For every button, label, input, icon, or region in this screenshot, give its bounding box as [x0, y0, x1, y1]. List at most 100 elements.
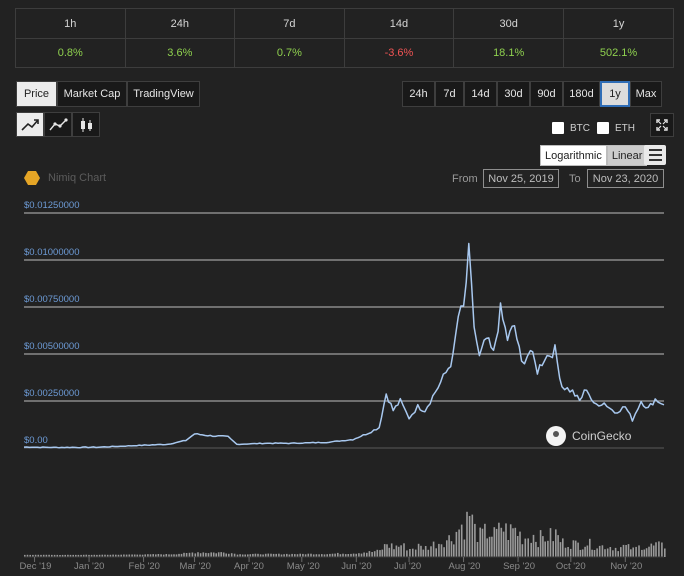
range-24h[interactable]: 24h	[402, 81, 435, 107]
range-14d[interactable]: 14d	[464, 81, 497, 107]
to-date-input[interactable]: Nov 23, 2020	[587, 169, 664, 188]
volume-bar	[230, 553, 233, 557]
candlestick-icon[interactable]	[72, 112, 100, 137]
volume-bar	[521, 544, 524, 557]
btc-label: BTC	[570, 122, 590, 134]
volume-bar	[175, 554, 178, 557]
volume-bar	[586, 545, 589, 557]
change-value-1y: 502.1%	[563, 38, 674, 68]
volume-bar	[542, 536, 544, 557]
x-tick-label: Oct '20	[555, 561, 586, 572]
volume-bar	[427, 549, 430, 557]
logarithmic-button[interactable]: Logarithmic	[540, 145, 607, 166]
range-7d[interactable]: 7d	[435, 81, 464, 107]
volume-bar	[312, 554, 315, 557]
volume-bar	[252, 553, 254, 557]
y-tick-label: $0.00500000	[24, 341, 80, 352]
line-chart-icon[interactable]	[16, 112, 44, 137]
volume-bar	[155, 554, 157, 557]
volume-bar	[630, 549, 632, 557]
volume-bar	[471, 514, 474, 557]
volume-bar	[484, 523, 486, 557]
volume-bar	[69, 554, 72, 557]
volume-bar	[197, 552, 199, 557]
chart-title: Nimiq Chart	[48, 172, 107, 184]
y-tick-label: $0.01250000	[24, 200, 80, 211]
volume-bar	[650, 543, 653, 557]
range-1y[interactable]: 1y	[600, 81, 630, 107]
change-value-14d: -3.6%	[343, 38, 455, 68]
volume-bar	[115, 554, 117, 557]
y-tick-label: $0.00	[24, 435, 48, 446]
volume-bar	[479, 527, 481, 557]
volume-bar	[160, 554, 162, 557]
range-180d[interactable]: 180d	[563, 81, 600, 107]
x-tick-label: Nov '20	[610, 561, 643, 572]
volume-bar	[168, 554, 170, 557]
x-tick-label: May '20	[286, 561, 320, 572]
x-tick-label: Jan '20	[74, 561, 105, 572]
volume-bar	[104, 554, 106, 557]
volume-bar	[360, 553, 363, 557]
volume-bar	[635, 546, 637, 557]
volume-bar	[59, 555, 61, 557]
volume-bar	[572, 540, 575, 557]
volume-bar	[486, 538, 488, 557]
volume-bar	[80, 554, 82, 557]
volume-bar	[85, 554, 88, 557]
volume-bar	[495, 528, 498, 557]
volume-bar	[612, 550, 614, 557]
volume-bar	[291, 553, 293, 557]
volume-bar	[123, 554, 125, 557]
range-max[interactable]: Max	[630, 81, 662, 107]
eth-compare-checkbox[interactable]: ETH	[597, 122, 635, 134]
tab-tradingview[interactable]: TradingView	[127, 81, 200, 107]
volume-bar	[233, 553, 236, 557]
volume-bar	[376, 549, 379, 557]
volume-bar	[141, 554, 144, 557]
volume-bar	[165, 554, 168, 557]
volume-bar	[64, 554, 66, 557]
fullscreen-button[interactable]	[650, 113, 674, 137]
volume-bar	[188, 552, 191, 557]
volume-bar	[210, 552, 212, 557]
range-90d[interactable]: 90d	[530, 81, 563, 107]
volume-bar	[498, 522, 500, 557]
volume-bar	[352, 553, 355, 557]
volume-bar	[446, 540, 448, 557]
volume-bar	[247, 554, 249, 557]
volume-bar	[567, 547, 569, 557]
tab-price[interactable]: Price	[16, 81, 57, 107]
volume-bar	[537, 547, 539, 557]
from-date-input[interactable]: Nov 25, 2019	[483, 169, 559, 188]
linear-button[interactable]: Linear	[606, 145, 648, 166]
volume-bar	[149, 554, 152, 557]
volume-bar	[220, 552, 222, 557]
volume-bar	[67, 554, 69, 557]
btc-compare-checkbox[interactable]: BTC	[552, 122, 590, 134]
volume-bar	[430, 546, 432, 557]
volume-bar	[527, 538, 529, 557]
volume-bar	[512, 528, 514, 557]
area-chart-icon[interactable]	[44, 112, 72, 137]
volume-bar	[645, 548, 648, 557]
volume-bar	[648, 546, 650, 557]
volume-bar	[598, 545, 601, 557]
volume-bar	[286, 553, 288, 557]
tab-market-cap[interactable]: Market Cap	[57, 81, 127, 107]
chart-menu-button[interactable]	[644, 145, 666, 165]
x-tick-label: Mar '20	[179, 561, 211, 572]
volume-bar	[493, 527, 496, 557]
volume-bar	[144, 554, 146, 557]
volume-bar	[661, 542, 663, 557]
volume-bar	[514, 527, 517, 557]
volume-bar	[304, 554, 307, 557]
chart-legend[interactable]: Nimiq Chart	[24, 171, 106, 185]
volume-bar	[24, 554, 26, 557]
volume-bar	[315, 554, 318, 557]
range-30d[interactable]: 30d	[497, 81, 530, 107]
volume-bar	[468, 516, 471, 557]
volume-bar	[409, 549, 411, 557]
volume-bar	[139, 554, 141, 557]
